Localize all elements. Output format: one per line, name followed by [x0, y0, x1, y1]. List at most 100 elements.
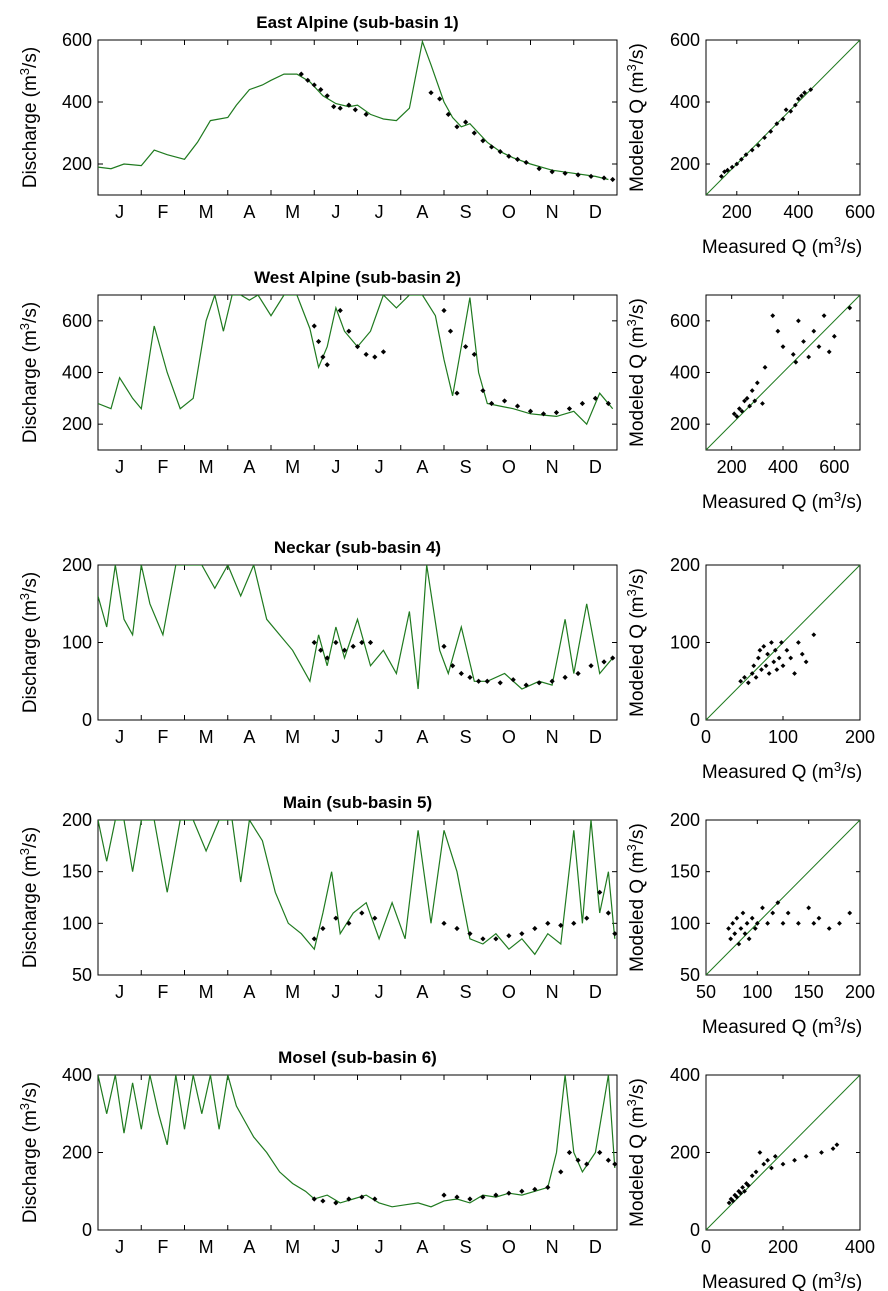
scatter-y-tick-label: 200	[670, 154, 700, 174]
x-tick-label: D	[589, 202, 602, 222]
scatter-point	[766, 671, 772, 676]
x-tick-label: M	[199, 202, 214, 222]
scatter-x-tick-label: 200	[717, 457, 747, 477]
x-tick-label: J	[375, 727, 384, 747]
measured-point	[527, 408, 534, 414]
scatter-x-tick-label: 600	[845, 202, 875, 222]
y-tick-label: 100	[62, 633, 92, 653]
measured-point	[458, 670, 464, 677]
scatter-y-axis-label: Modeled Q (m3/s)	[624, 43, 649, 192]
scatter-point	[811, 632, 817, 638]
measured-point	[372, 354, 378, 360]
measured-point	[536, 166, 542, 172]
scatter-y-tick-label: 200	[670, 1143, 700, 1163]
scatter-point	[738, 926, 744, 931]
x-tick-label: J	[375, 457, 384, 477]
measured-point	[454, 390, 460, 396]
scatter-x-tick-label: 150	[794, 982, 824, 1002]
scatter-point	[802, 90, 807, 96]
scatter-y-axis-label: Modeled Q (m3/s)	[624, 823, 649, 972]
measured-point	[447, 328, 454, 334]
x-tick-label: A	[243, 202, 255, 222]
measured-point	[575, 1157, 581, 1163]
x-tick-label: M	[285, 982, 300, 1002]
scatter-point	[761, 643, 767, 649]
scatter-point	[753, 674, 759, 680]
measured-point	[324, 93, 330, 99]
measured-point	[372, 1196, 378, 1202]
scatter-point	[837, 920, 842, 926]
measured-point	[333, 1200, 339, 1206]
scatter-x-tick-label: 400	[768, 457, 798, 477]
y-tick-label: 400	[62, 363, 92, 383]
x-tick-label: O	[502, 982, 516, 1002]
x-tick-label: M	[285, 1237, 300, 1257]
measured-point	[575, 172, 581, 178]
y-tick-label: 150	[62, 862, 92, 882]
scatter-x-tick-label: 0	[701, 727, 711, 747]
x-tick-label: D	[589, 457, 602, 477]
measured-point	[318, 647, 324, 653]
measured-point	[467, 674, 473, 680]
scatter-y-tick-label: 200	[670, 555, 700, 575]
scatter-point	[751, 663, 757, 669]
scatter-point	[771, 659, 777, 665]
scatter-point	[743, 152, 749, 158]
scatter-point	[739, 408, 745, 414]
scatter-point	[847, 305, 853, 311]
measured-point	[545, 1184, 551, 1190]
x-tick-label: O	[502, 727, 516, 747]
measured-point	[324, 362, 330, 368]
measured-point	[488, 144, 495, 150]
x-tick-label: J	[331, 727, 340, 747]
measured-point	[450, 663, 456, 669]
x-tick-label: J	[331, 457, 340, 477]
x-tick-label: D	[589, 727, 602, 747]
measured-point	[575, 670, 581, 677]
scatter-point	[761, 1161, 767, 1167]
scatter-point	[734, 915, 740, 921]
scatter-point	[765, 1157, 770, 1163]
panel-title: Main (sub-basin 5)	[283, 793, 432, 812]
scatter-x-axis-label: Measured Q (m3/s)	[702, 489, 862, 514]
scatter-x-tick-label: 200	[845, 727, 875, 747]
x-tick-label: N	[546, 727, 559, 747]
scatter-point	[749, 915, 755, 921]
scatter-point	[770, 313, 776, 319]
measured-point	[480, 387, 486, 394]
scatter-point	[754, 920, 760, 926]
measured-point	[601, 175, 607, 181]
measured-point	[476, 678, 482, 684]
scatter-point	[784, 647, 790, 653]
measured-point	[510, 677, 516, 683]
x-tick-label: M	[285, 457, 300, 477]
scatter-point	[788, 108, 794, 114]
modeled-series-line	[98, 40, 609, 181]
measured-point	[315, 338, 322, 345]
measured-point	[579, 400, 585, 407]
scatter-y-tick-label: 100	[670, 913, 700, 933]
scatter-point	[754, 380, 760, 386]
scatter-y-axis-label: Modeled Q (m3/s)	[624, 298, 649, 447]
scatter-point	[757, 1150, 763, 1155]
measured-point	[346, 920, 352, 926]
scatter-point	[765, 920, 770, 926]
measured-point	[605, 910, 611, 916]
x-tick-label: S	[460, 1237, 472, 1257]
measured-point	[519, 931, 525, 937]
scatter-frame	[705, 819, 861, 976]
x-tick-label: A	[243, 1237, 255, 1257]
scatter-point	[736, 406, 742, 412]
measured-point	[584, 1161, 590, 1167]
scatter-point	[793, 359, 799, 365]
scatter-point	[816, 915, 822, 921]
scatter-point	[753, 1169, 759, 1175]
measured-point	[506, 933, 512, 939]
x-tick-label: J	[375, 1237, 384, 1257]
measured-point	[523, 682, 529, 688]
x-tick-label: N	[546, 982, 559, 1002]
panel-title: East Alpine (sub-basin 1)	[256, 13, 458, 32]
measured-point	[320, 354, 326, 360]
measured-point	[514, 403, 521, 409]
measured-point	[441, 307, 447, 314]
